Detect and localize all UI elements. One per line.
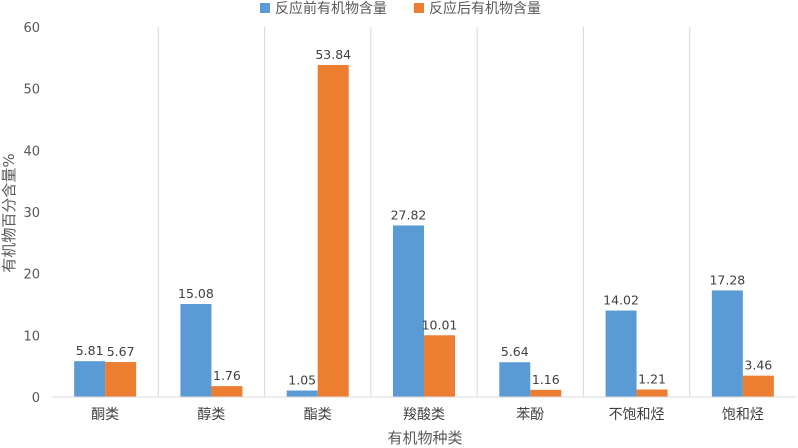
- y-tick-label: 10: [23, 329, 40, 344]
- data-label: 14.02: [603, 293, 639, 308]
- bar: [424, 335, 455, 397]
- bar: [211, 386, 243, 397]
- y-tick-label: 0: [32, 391, 40, 406]
- bar: [180, 304, 212, 397]
- legend-swatch-after: [414, 3, 424, 13]
- data-label: 17.28: [709, 272, 745, 287]
- bar: [636, 389, 668, 397]
- bar: [74, 361, 106, 397]
- data-label: 3.46: [744, 358, 772, 373]
- data-label: 1.05: [288, 373, 316, 388]
- bars: [74, 64, 774, 397]
- category-label: 饱和烃: [722, 407, 764, 423]
- category-separators: [157, 27, 691, 397]
- y-axis-title: 有机物百分含量%: [0, 153, 18, 272]
- data-labels: 5.81 5.67 15.08 1.76 1.05 53.84 27.82 10.01 5.64…: [76, 47, 773, 388]
- bar: [105, 362, 137, 397]
- x-axis-title: 有机物种类: [387, 429, 462, 447]
- bar: [286, 390, 318, 397]
- bar: [605, 310, 637, 397]
- category-label: 不饱和烃: [609, 407, 665, 423]
- data-label: 5.81: [76, 343, 104, 358]
- category-label: 酮类: [91, 407, 119, 423]
- data-label: 53.84: [315, 47, 351, 62]
- bar: [530, 389, 562, 397]
- legend-label-before: 反应前有机物含量: [275, 0, 387, 17]
- y-tick-label: 40: [23, 144, 40, 159]
- category-label: 酯类: [304, 407, 332, 423]
- bar: [742, 375, 774, 397]
- data-label: 15.08: [178, 286, 214, 301]
- category-labels: 酮类 醇类 酯类 羧酸类 苯酚 不饱和烃 饱和烃: [91, 406, 764, 423]
- data-label: 1.16: [532, 372, 560, 387]
- y-tick-label: 60: [23, 21, 40, 36]
- y-tick-label: 20: [23, 268, 40, 283]
- category-label: 羧酸类: [403, 407, 445, 423]
- y-axis-ticks: 0 10 20 30 40 50 60: [23, 21, 40, 406]
- category-label: 苯酚: [516, 406, 544, 423]
- data-label: 5.64: [501, 344, 529, 359]
- legend: 反应前有机物含量 反应后有机物含量: [260, 0, 541, 17]
- bar: [499, 362, 531, 397]
- category-label: 醇类: [197, 406, 225, 423]
- data-label: 10.01: [422, 317, 458, 332]
- bar: [711, 290, 743, 397]
- legend-label-after: 反应后有机物含量: [429, 0, 541, 17]
- data-label: 1.76: [213, 368, 241, 383]
- bar: [317, 64, 349, 397]
- y-tick-label: 50: [23, 83, 40, 98]
- data-label: 27.82: [391, 207, 427, 222]
- data-label: 1.21: [638, 372, 666, 387]
- y-tick-label: 30: [23, 206, 40, 221]
- legend-swatch-before: [260, 3, 270, 13]
- data-label: 5.67: [107, 344, 135, 359]
- bar: [393, 225, 424, 397]
